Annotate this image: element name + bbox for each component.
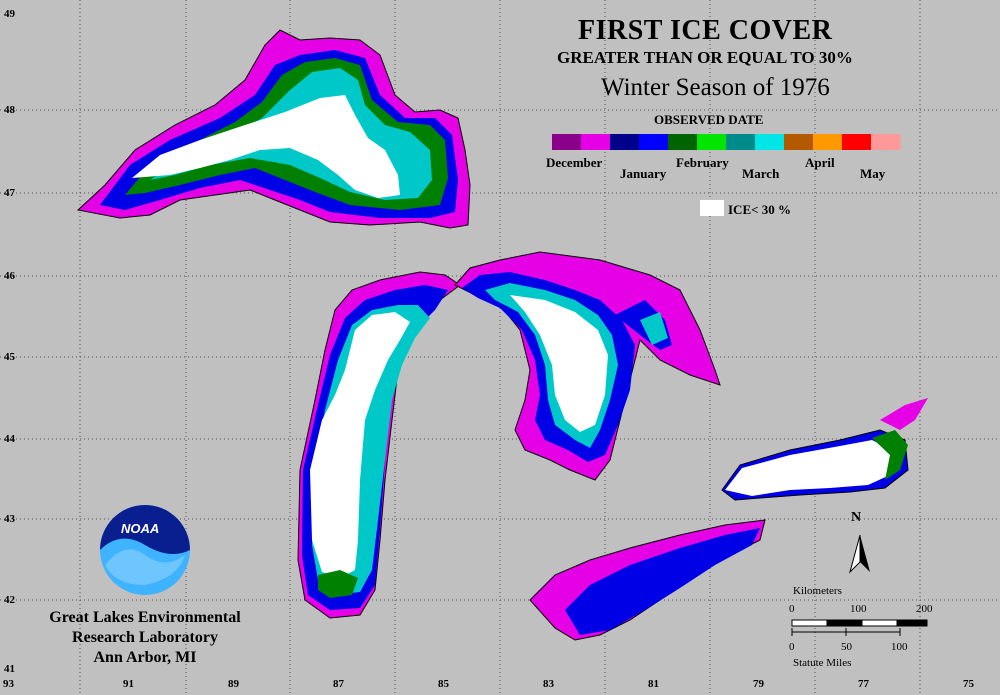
lon-tick-77: 77	[858, 678, 869, 690]
org-line1: Great Lakes Environmental	[49, 609, 241, 626]
legend-swatch	[639, 134, 669, 150]
lon-tick-75: 75	[963, 678, 974, 690]
legend-swatch	[871, 134, 901, 150]
title-line1: FIRST ICE COVER	[578, 15, 833, 46]
legend-swatch	[610, 134, 640, 150]
lat-tick-42: 42	[4, 594, 15, 606]
mi-tick-50: 50	[841, 641, 852, 653]
org-line3: Ann Arbor, MI	[93, 649, 197, 666]
lon-tick-83: 83	[543, 678, 554, 690]
ice-less-30-label: ICE< 30 %	[728, 202, 792, 217]
lon-tick-81: 81	[648, 678, 659, 690]
mi-label: Statute Miles	[793, 657, 852, 669]
mi-tick-0: 0	[789, 641, 795, 653]
noaa-logo	[100, 505, 190, 595]
km-label: Kilometers	[793, 585, 842, 597]
legend-swatch	[755, 134, 785, 150]
lake-michigan	[297, 271, 461, 619]
scale-bar	[791, 619, 928, 636]
legend-heading: OBSERVED DATE	[654, 112, 764, 127]
legend-swatch	[726, 134, 756, 150]
lat-tick-41: 41	[4, 663, 15, 675]
lat-tick-48: 48	[4, 104, 15, 116]
legend-swatch	[581, 134, 611, 150]
lon-tick-93: 93	[3, 678, 14, 690]
lat-tick-45: 45	[4, 351, 15, 363]
legend-swatch	[552, 134, 582, 150]
org-line2: Research Laboratory	[72, 629, 218, 646]
legend-month-january: January	[620, 166, 667, 181]
lat-tick-47: 47	[4, 187, 15, 199]
legend-month-december: December	[546, 155, 603, 170]
legend-swatch	[842, 134, 872, 150]
lat-tick-46: 46	[4, 270, 15, 282]
lon-tick-79: 79	[753, 678, 764, 690]
legend-month-february: February	[676, 155, 729, 170]
title-line2: GREATER THAN OR EQUAL TO 30%	[557, 48, 853, 67]
noaa-logo-text: NOAA	[121, 521, 160, 536]
north-arrow	[849, 534, 870, 574]
title-line3: Winter Season of 1976	[601, 74, 830, 101]
legend-swatch	[813, 134, 843, 150]
legend-month-april: April	[805, 155, 835, 170]
lat-tick-44: 44	[4, 433, 15, 445]
lake-ontario	[721, 398, 928, 501]
km-tick-0: 0	[789, 603, 795, 615]
legend-swatch	[784, 134, 814, 150]
legend-swatch	[668, 134, 698, 150]
legend-swatch	[697, 134, 727, 150]
mi-tick-100: 100	[891, 641, 908, 653]
km-tick-200: 200	[916, 603, 933, 615]
legend-month-may: May	[860, 166, 886, 181]
km-tick-100: 100	[850, 603, 867, 615]
lat-tick-49: 49	[4, 8, 15, 20]
lat-tick-43: 43	[4, 513, 15, 525]
lake-erie	[529, 519, 766, 641]
lon-tick-87: 87	[333, 678, 344, 690]
lon-tick-89: 89	[228, 678, 239, 690]
lon-tick-85: 85	[438, 678, 449, 690]
lake-huron	[454, 251, 721, 481]
north-label: N	[851, 510, 862, 525]
legend-month-march: March	[742, 166, 780, 181]
lon-tick-91: 91	[123, 678, 134, 690]
legend-color-bar	[552, 134, 901, 150]
ice-less-30-swatch	[700, 200, 724, 216]
lake-superior	[76, 29, 471, 229]
